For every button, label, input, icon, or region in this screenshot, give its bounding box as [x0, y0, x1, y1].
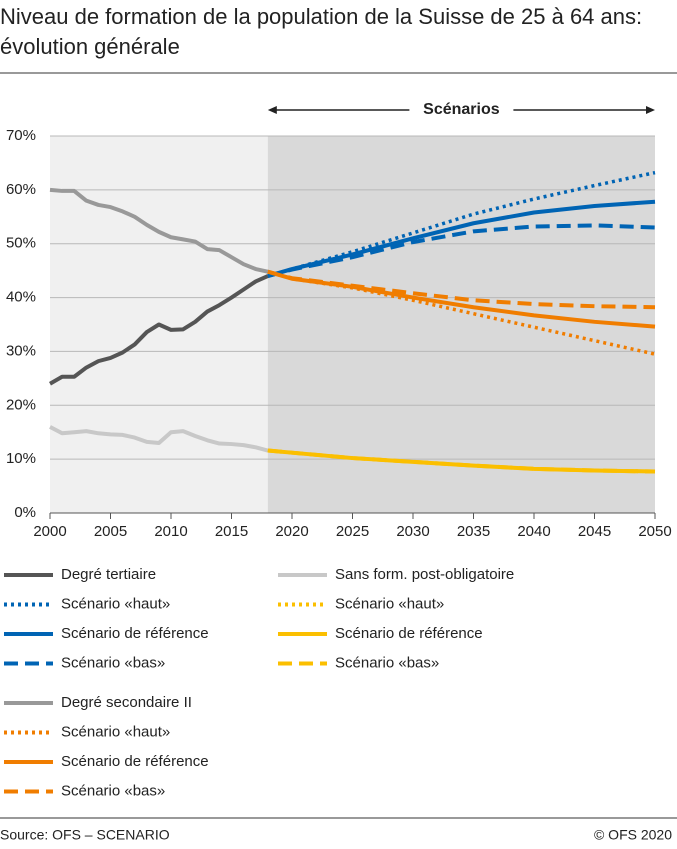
legend-label: Scénario de référence [335, 625, 483, 642]
copyright: © OFS 2020 [594, 827, 672, 843]
arrow-head [267, 106, 277, 114]
series-line [267, 269, 656, 329]
series-line [267, 269, 656, 310]
x-tick-label: 2025 [336, 523, 369, 540]
series-line [267, 448, 656, 474]
x-tick-label: 2045 [578, 523, 611, 540]
source: Source: OFS – SCENARIO [0, 827, 170, 843]
series-line [267, 223, 656, 278]
y-tick-label: 30% [6, 342, 36, 359]
y-tick-label: 60% [6, 181, 36, 198]
legend-label: Scénario de référence [61, 753, 209, 770]
series-line [48, 274, 269, 386]
annotation: Scénarios [423, 101, 500, 118]
series-line [267, 199, 656, 278]
legend-label: Scénario «haut» [335, 595, 444, 612]
arrow-head [646, 106, 655, 114]
legend-label: Scénario de référence [61, 625, 209, 642]
y-tick-label: 0% [14, 504, 36, 521]
scenario-area [267, 136, 655, 513]
legend-label: Degré secondaire II [61, 694, 192, 711]
x-tick-label: 2010 [154, 523, 187, 540]
legend-label: Scénario «bas» [335, 654, 439, 671]
legend-label: Scénario «bas» [61, 782, 165, 799]
y-tick-label: 50% [6, 235, 36, 252]
legend-label: Scénario «haut» [61, 723, 170, 740]
legend-label: Scénario «bas» [61, 654, 165, 671]
x-tick-label: 2030 [396, 523, 429, 540]
y-tick-label: 40% [6, 289, 36, 306]
x-tick-label: 2050 [638, 523, 671, 540]
legend-label: Scénario «haut» [61, 595, 170, 612]
x-tick-label: 2020 [275, 523, 308, 540]
series-line [49, 425, 269, 453]
title-box: Niveau de formation de la population de … [0, 4, 643, 59]
legend-label: Sans form. post-obligatoire [335, 566, 514, 583]
x-tick-label: 2040 [517, 523, 550, 540]
y-tick-label: 70% [6, 127, 36, 144]
legend-label: Degré tertiaire [61, 566, 156, 583]
x-tick-label: 2000 [33, 523, 66, 540]
y-tick-label: 20% [6, 396, 36, 413]
series-line [49, 187, 269, 274]
x-tick-label: 2015 [215, 523, 248, 540]
x-tick-label: 2005 [94, 523, 127, 540]
y-tick-label: 10% [6, 450, 36, 467]
chart-title: Niveau de formation de la population de … [0, 4, 643, 59]
x-tick-label: 2035 [457, 523, 490, 540]
